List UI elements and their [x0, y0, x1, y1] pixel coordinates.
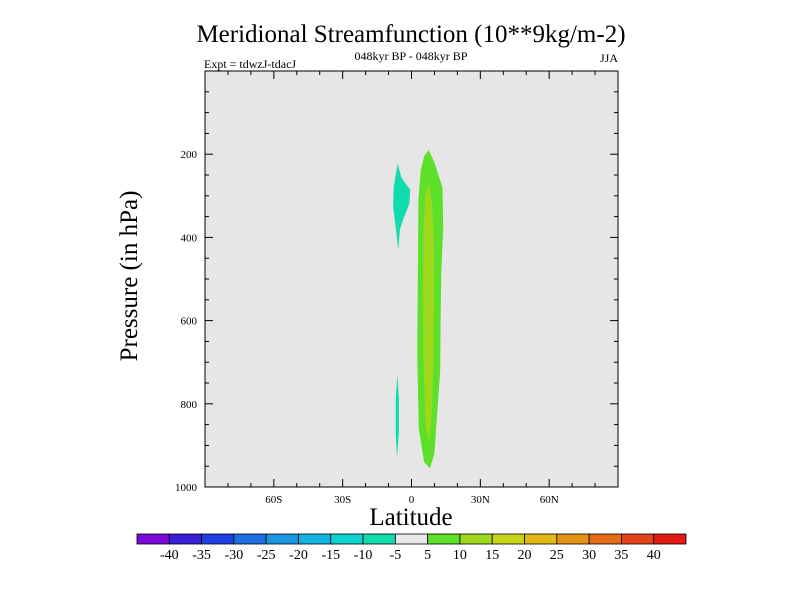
colorbar-box	[233, 533, 267, 545]
colorbar-label: -5	[390, 548, 402, 563]
x-tick-label: 30S	[334, 494, 351, 506]
colorbar-label: -15	[321, 548, 340, 563]
colorbar-label: -25	[257, 548, 276, 563]
x-tick-label: 60N	[540, 494, 559, 506]
colorbar-box	[298, 533, 332, 545]
colorbar-label: 20	[518, 548, 532, 563]
chart-subtitle-right: JJA	[600, 51, 618, 65]
x-axis-label: Latitude	[369, 504, 452, 531]
colorbar-label: -20	[289, 548, 308, 563]
axis-ticks	[205, 71, 618, 488]
colorbar-box	[556, 533, 590, 545]
colorbar-labels: -40 -35 -30 -25 -20 -15 -10 -5 5 10 15 20 25 30 35 40	[160, 548, 661, 563]
colorbar-box	[136, 533, 170, 545]
contour-region-2	[423, 183, 434, 444]
colorbar-box	[427, 533, 461, 545]
colorbar-box	[265, 533, 299, 545]
colorbar-box	[362, 533, 396, 545]
colorbar-label: 5	[424, 548, 431, 563]
colorbar-box	[168, 533, 202, 545]
plot-background	[205, 71, 618, 487]
x-tick-label: 60S	[265, 494, 282, 506]
colorbar-box	[201, 533, 235, 545]
chart-subtitle-left: Expt = tdwzJ-tdacJ	[204, 57, 296, 71]
colorbar-label: 10	[453, 548, 467, 563]
contour-regions	[393, 150, 444, 469]
colorbar-box	[459, 533, 493, 545]
colorbar-label: -35	[192, 548, 211, 563]
x-tick-label: 0	[409, 494, 415, 506]
colorbar	[136, 533, 687, 545]
colorbar-label: 15	[485, 548, 499, 563]
colorbar-box	[394, 533, 429, 545]
colorbar-box	[588, 533, 622, 545]
colorbar-box	[491, 533, 525, 545]
chart-subtitle-center: 048kyr BP - 048kyr BP	[355, 49, 468, 63]
colorbar-label: 40	[647, 548, 661, 563]
colorbar-label: -40	[160, 548, 179, 563]
colorbar-label: -10	[354, 548, 373, 563]
colorbar-label: 30	[582, 548, 596, 563]
colorbar-box	[524, 533, 558, 545]
colorbar-label: -30	[225, 548, 244, 563]
y-tick-label: 1000	[175, 482, 198, 494]
y-axis-label: Pressure (in hPa)	[116, 191, 143, 362]
colorbar-box	[653, 533, 687, 545]
contour-region-4	[395, 374, 399, 458]
colorbar-box	[330, 533, 364, 545]
axis-tick-labels: 60S 30S 0 30N 60N 200 400 600 800 1000	[175, 149, 559, 506]
y-tick-label: 800	[181, 399, 198, 411]
colorbar-label: 35	[614, 548, 628, 563]
contour-region-3	[393, 163, 411, 250]
colorbar-label: 25	[550, 548, 564, 563]
y-tick-label: 400	[181, 232, 198, 244]
y-tick-label: 600	[181, 316, 198, 328]
chart-title: Meridional Streamfunction (10**9kg/m-2)	[196, 21, 625, 48]
y-tick-label: 200	[181, 149, 198, 161]
x-tick-label: 30N	[471, 494, 490, 506]
colorbar-box	[621, 533, 655, 545]
